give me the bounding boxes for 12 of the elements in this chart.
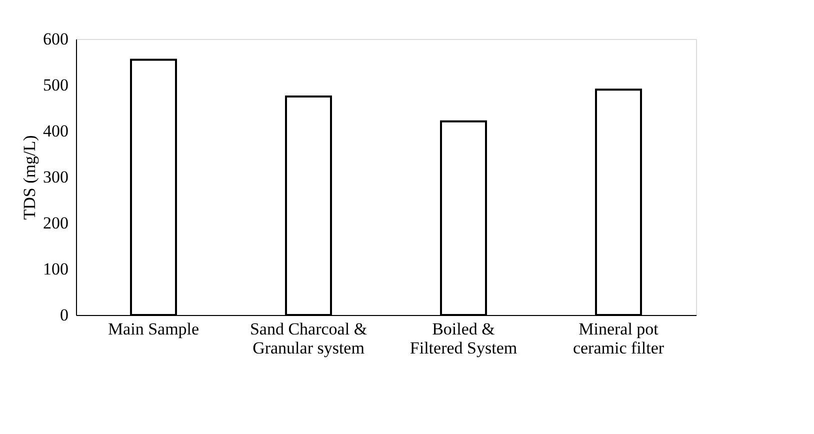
y-tick-label: 100 (43, 260, 68, 278)
y-tick-label: 300 (43, 168, 68, 186)
y-tick-label: 200 (43, 214, 68, 232)
y-tick-label: 400 (43, 122, 68, 140)
y-tick-label: 500 (43, 76, 68, 94)
y-axis-title: TDS (mg/L) (20, 135, 39, 220)
x-tick-label: Main Sample (108, 320, 200, 338)
x-tick-label: Sand Charcoal & Granular system (250, 320, 368, 358)
x-tick-label: Mineral pot ceramic filter (572, 320, 664, 358)
y-tick-label: 0 (60, 306, 68, 324)
x-tick-label: Boiled & Filtered System (410, 320, 518, 358)
y-tick-label: 600 (43, 30, 68, 48)
